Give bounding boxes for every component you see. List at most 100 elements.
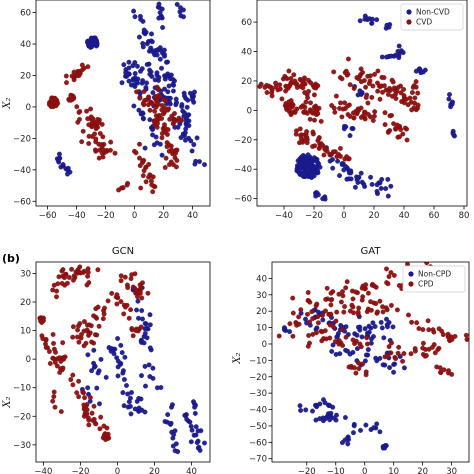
point-class-0 bbox=[363, 352, 369, 358]
point-class-1 bbox=[464, 337, 469, 342]
point-class-1 bbox=[137, 155, 142, 161]
point-class-0 bbox=[341, 123, 347, 129]
point-class-1 bbox=[377, 298, 383, 304]
point-class-1 bbox=[306, 333, 312, 338]
point-class-0 bbox=[117, 361, 123, 367]
point-class-0 bbox=[179, 102, 185, 108]
point-class-0 bbox=[188, 138, 194, 144]
point-class-0 bbox=[192, 89, 197, 95]
point-class-1 bbox=[288, 76, 294, 81]
point-class-0 bbox=[306, 159, 311, 165]
point-class-1 bbox=[163, 155, 169, 161]
point-class-1 bbox=[137, 163, 143, 169]
point-class-1 bbox=[342, 156, 348, 162]
axes-frame bbox=[35, 261, 211, 463]
point-class-0 bbox=[358, 427, 363, 433]
point-class-1 bbox=[172, 155, 178, 161]
point-class-1 bbox=[365, 290, 371, 296]
x-tick-label: −10 bbox=[327, 467, 345, 474]
point-class-1 bbox=[327, 322, 333, 328]
point-class-0 bbox=[334, 334, 340, 340]
point-class-1 bbox=[118, 273, 124, 279]
point-class-0 bbox=[384, 316, 389, 322]
y-tick-label: −60 bbox=[249, 438, 267, 448]
point-class-0 bbox=[296, 165, 302, 171]
point-class-0 bbox=[90, 37, 96, 42]
point-class-0 bbox=[136, 315, 141, 321]
point-class-0 bbox=[147, 67, 153, 73]
point-class-0 bbox=[120, 370, 126, 376]
point-class-1 bbox=[395, 350, 401, 356]
point-class-1 bbox=[438, 369, 443, 375]
axes-frame bbox=[35, 0, 211, 207]
point-class-0 bbox=[86, 43, 92, 49]
point-class-1 bbox=[152, 122, 158, 128]
x-tick-label: 20 bbox=[369, 211, 380, 221]
point-class-1 bbox=[363, 369, 369, 375]
point-class-0 bbox=[281, 325, 287, 331]
point-class-1 bbox=[96, 155, 102, 161]
point-class-1 bbox=[77, 109, 83, 114]
point-class-1 bbox=[389, 77, 395, 83]
point-class-1 bbox=[114, 301, 120, 307]
y-tick-label: 0 bbox=[26, 103, 31, 113]
point-class-0 bbox=[448, 104, 454, 110]
point-class-1 bbox=[148, 178, 154, 184]
point-class-1 bbox=[377, 96, 383, 102]
point-class-1 bbox=[257, 84, 263, 89]
point-class-0 bbox=[357, 324, 363, 330]
point-class-1 bbox=[372, 109, 378, 115]
point-class-0 bbox=[144, 41, 150, 47]
point-class-1 bbox=[54, 356, 60, 362]
point-class-0 bbox=[138, 396, 144, 402]
point-class-0 bbox=[189, 427, 195, 433]
point-class-0 bbox=[372, 324, 378, 329]
point-class-1 bbox=[318, 118, 324, 124]
point-class-1 bbox=[333, 318, 339, 324]
point-class-1 bbox=[71, 69, 77, 75]
point-class-0 bbox=[340, 161, 346, 167]
point-class-1 bbox=[51, 340, 56, 346]
point-class-0 bbox=[385, 176, 391, 182]
point-class-1 bbox=[85, 329, 91, 335]
point-class-1 bbox=[288, 112, 294, 118]
point-class-1 bbox=[384, 280, 390, 286]
point-class-1 bbox=[360, 361, 366, 367]
point-class-1 bbox=[378, 83, 384, 89]
point-class-0 bbox=[139, 308, 145, 314]
point-class-0 bbox=[193, 158, 199, 164]
point-class-0 bbox=[150, 375, 156, 381]
point-class-0 bbox=[147, 71, 153, 77]
point-class-1 bbox=[420, 345, 426, 351]
point-class-1 bbox=[273, 84, 279, 90]
point-class-1 bbox=[393, 125, 399, 131]
point-class-0 bbox=[300, 173, 306, 179]
y-tick-label: −40 bbox=[234, 165, 252, 175]
point-class-1 bbox=[322, 146, 328, 152]
point-class-0 bbox=[121, 377, 127, 382]
scatter-panel-2: −40 −20 0 20 40 60 80 −60 −40 −20 0 20 40 60 Non-CVDCV… bbox=[234, 0, 469, 221]
point-class-1 bbox=[132, 148, 137, 154]
point-class-1 bbox=[330, 289, 336, 295]
point-class-1 bbox=[396, 283, 402, 288]
x-tick-label: 60 bbox=[429, 211, 440, 221]
point-class-1 bbox=[385, 353, 391, 359]
point-class-1 bbox=[297, 77, 303, 82]
panel-title: GCN bbox=[112, 246, 134, 257]
point-class-0 bbox=[362, 184, 368, 189]
point-class-0 bbox=[194, 440, 200, 446]
point-class-1 bbox=[76, 378, 82, 384]
point-class-0 bbox=[335, 158, 341, 164]
y-tick-label: −30 bbox=[249, 389, 267, 399]
point-class-0 bbox=[362, 16, 368, 22]
point-class-0 bbox=[126, 399, 132, 405]
point-class-1 bbox=[39, 320, 45, 325]
point-class-1 bbox=[101, 311, 107, 317]
point-class-1 bbox=[100, 316, 106, 322]
point-class-0 bbox=[157, 47, 163, 53]
point-class-1 bbox=[353, 338, 359, 344]
point-class-0 bbox=[308, 171, 314, 177]
point-class-0 bbox=[342, 415, 348, 420]
point-class-1 bbox=[137, 95, 143, 101]
